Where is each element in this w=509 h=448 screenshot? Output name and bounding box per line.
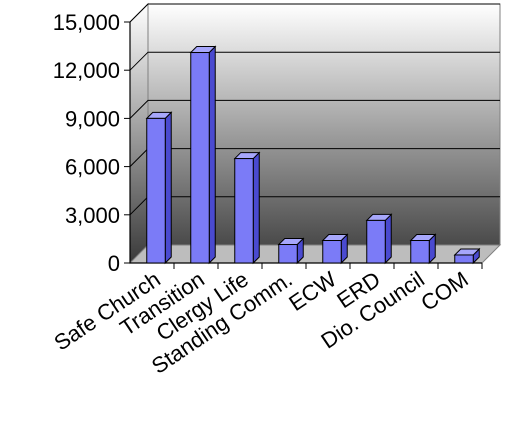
bar-side — [164, 111, 172, 265]
bar — [453, 247, 481, 265]
bar — [409, 233, 437, 265]
bar-front — [190, 52, 210, 264]
y-tick-label: 12,000 — [53, 58, 120, 83]
bar-front — [322, 240, 342, 264]
bar-side — [208, 45, 216, 265]
bar — [145, 111, 173, 265]
bar-side — [384, 213, 392, 265]
gridline — [129, 51, 500, 71]
bar — [365, 213, 393, 265]
bar-front — [278, 244, 298, 264]
bar-front — [410, 240, 430, 264]
side-wall — [129, 2, 149, 265]
y-axis-tick-labels: 0 3,000 6,000 9,000 12,000 15,000 — [53, 10, 120, 276]
bar-side — [252, 151, 260, 265]
bar-front — [146, 117, 166, 264]
gridline — [129, 3, 500, 23]
bar — [277, 237, 305, 265]
y-tick-label: 15,000 — [53, 10, 120, 35]
bar — [321, 233, 349, 265]
bar — [189, 45, 217, 265]
bar-front — [454, 254, 474, 264]
gridline — [129, 99, 500, 119]
y-tick-label: 6,000 — [65, 155, 120, 180]
plot-area — [128, 2, 502, 265]
y-tick-label: 3,000 — [65, 203, 120, 228]
y-tick-label: 0 — [108, 251, 120, 276]
bar-front — [234, 158, 254, 264]
x-tick-label: ECW — [284, 266, 341, 316]
floor — [128, 244, 502, 264]
bars — [145, 45, 481, 265]
y-tick-label: 9,000 — [65, 106, 120, 131]
bar — [233, 151, 261, 265]
x-tick-label: COM — [416, 266, 473, 315]
bar-front — [366, 219, 386, 264]
